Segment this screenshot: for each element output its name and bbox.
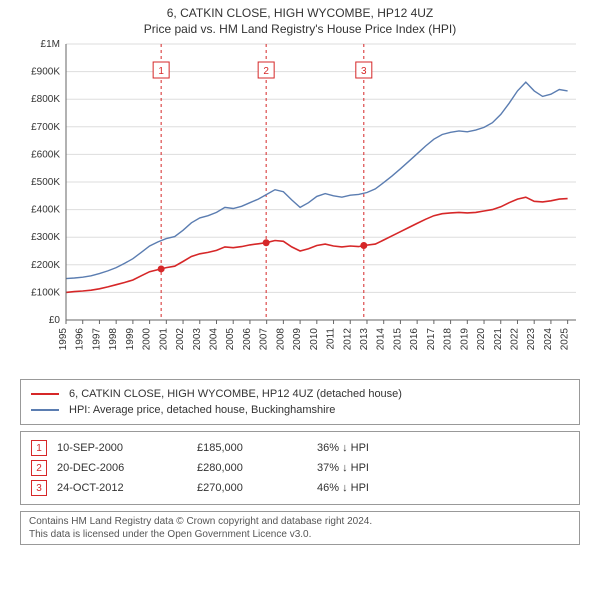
legend-label-1: HPI: Average price, detached house, Buck… (69, 404, 335, 416)
chart-plot: £0 £100K £200K £300K £400K £500K £600K £700K £80… (20, 40, 580, 373)
y-tick-label: £400K (31, 205, 60, 216)
transaction-price: £280,000 (197, 462, 307, 474)
x-tick-label: 2001 (158, 328, 169, 351)
y-tick-label: £900K (31, 67, 60, 78)
x-tick-label: 2015 (392, 328, 403, 351)
transaction-marker-number: 1 (158, 66, 164, 77)
transaction-marker-number: 2 (263, 66, 269, 77)
legend-swatch-0 (31, 393, 59, 395)
transaction-row: 3 24-OCT-2012 £270,000 46% ↓ HPI (31, 478, 569, 498)
x-tick-label: 2021 (493, 328, 504, 351)
x-tick-label: 2013 (359, 328, 370, 351)
copyright-box: Contains HM Land Registry data © Crown c… (20, 511, 580, 545)
y-tick-label: £500K (31, 177, 60, 188)
x-tick-label: 2025 (560, 328, 571, 351)
x-tick-label: 2023 (526, 328, 537, 351)
legend-row-series-1: HPI: Average price, detached house, Buck… (31, 402, 569, 418)
transaction-row: 1 10-SEP-2000 £185,000 36% ↓ HPI (31, 438, 569, 458)
transaction-row: 2 20-DEC-2006 £280,000 37% ↓ HPI (31, 458, 569, 478)
x-tick-label: 2005 (225, 328, 236, 351)
transaction-date: 10-SEP-2000 (57, 442, 187, 454)
x-tick-label: 2014 (376, 328, 387, 351)
x-tick-label: 1995 (58, 328, 69, 351)
x-tick-label: 2009 (292, 328, 303, 351)
copyright-line-2: This data is licensed under the Open Gov… (29, 528, 571, 541)
x-tick-label: 1997 (91, 328, 102, 351)
transaction-delta: 46% ↓ HPI (317, 482, 569, 494)
legend-box: 6, CATKIN CLOSE, HIGH WYCOMBE, HP12 4UZ … (20, 379, 580, 425)
series-line-0 (66, 197, 568, 292)
x-tick-label: 2017 (426, 328, 437, 351)
y-tick-label: £800K (31, 94, 60, 105)
y-tick-label: £300K (31, 232, 60, 243)
legend-swatch-1 (31, 409, 59, 411)
x-tick-label: 2018 (443, 328, 454, 351)
chart-svg: £0 £100K £200K £300K £400K £500K £600K £700K £80… (20, 40, 580, 370)
transaction-price: £270,000 (197, 482, 307, 494)
y-tick-label: £700K (31, 122, 60, 133)
transaction-price: £185,000 (197, 442, 307, 454)
y-tick-label: £600K (31, 149, 60, 160)
x-tick-label: 2020 (476, 328, 487, 351)
x-tick-label: 2002 (175, 328, 186, 351)
y-tick-label: £1M (41, 40, 60, 50)
x-tick-label: 2024 (543, 328, 554, 351)
y-tick-label: £200K (31, 260, 60, 271)
x-tick-label: 1996 (75, 328, 86, 351)
x-tick-label: 2008 (275, 328, 286, 351)
x-tick-label: 2007 (259, 328, 270, 351)
legend-label-0: 6, CATKIN CLOSE, HIGH WYCOMBE, HP12 4UZ … (69, 388, 402, 400)
chart-subtitle: Price paid vs. HM Land Registry's House … (0, 20, 600, 40)
copyright-line-1: Contains HM Land Registry data © Crown c… (29, 515, 571, 528)
x-tick-label: 2004 (208, 328, 219, 351)
transaction-date: 20-DEC-2006 (57, 462, 187, 474)
x-tick-label: 2006 (242, 328, 253, 351)
transaction-marker-icon: 3 (31, 480, 47, 496)
transactions-box: 1 10-SEP-2000 £185,000 36% ↓ HPI 2 20-DE… (20, 431, 580, 505)
x-tick-label: 1998 (108, 328, 119, 351)
transaction-delta: 37% ↓ HPI (317, 462, 569, 474)
y-tick-label: £100K (31, 287, 60, 298)
x-tick-label: 2016 (409, 328, 420, 351)
y-tick-label: £0 (49, 315, 61, 326)
transaction-marker-icon: 2 (31, 460, 47, 476)
x-tick-label: 2019 (459, 328, 470, 351)
transaction-delta: 36% ↓ HPI (317, 442, 569, 454)
x-tick-label: 1999 (125, 328, 136, 351)
x-tick-label: 2011 (326, 328, 337, 350)
transaction-marker-number: 3 (361, 66, 367, 77)
chart-title: 6, CATKIN CLOSE, HIGH WYCOMBE, HP12 4UZ (0, 0, 600, 20)
x-tick-label: 2022 (509, 328, 520, 351)
x-tick-label: 2012 (342, 328, 353, 351)
x-tick-label: 2003 (192, 328, 203, 351)
transaction-date: 24-OCT-2012 (57, 482, 187, 494)
x-tick-label: 2000 (142, 328, 153, 351)
series-line-1 (66, 82, 568, 279)
transaction-marker-icon: 1 (31, 440, 47, 456)
legend-row-series-0: 6, CATKIN CLOSE, HIGH WYCOMBE, HP12 4UZ … (31, 386, 569, 402)
x-tick-label: 2010 (309, 328, 320, 351)
